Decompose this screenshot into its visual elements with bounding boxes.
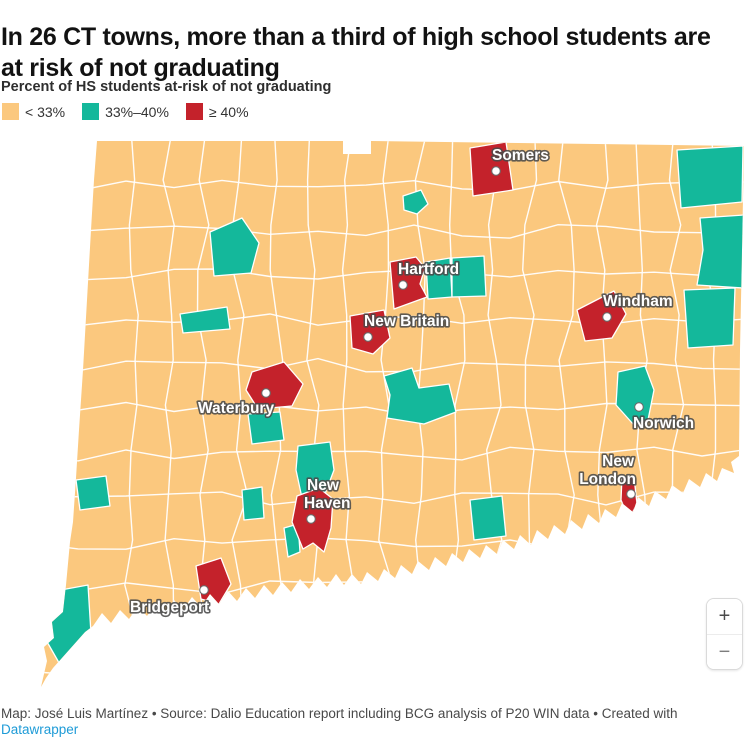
city-marker-norwich	[634, 402, 644, 412]
city-marker-new-haven	[306, 514, 316, 524]
town-clinton-area[interactable]	[469, 495, 507, 541]
city-label-somers: Somers	[492, 147, 549, 164]
town-norwich[interactable]	[615, 365, 655, 425]
city-marker-somers	[491, 166, 501, 176]
city-marker-bridgeport	[199, 585, 209, 595]
map-attribution: Map: José Luis Martínez • Source: Dalio …	[1, 706, 743, 738]
town-waterbury[interactable]	[245, 361, 304, 410]
map-zoom-controls: + −	[706, 598, 743, 670]
zoom-out-button[interactable]: −	[707, 634, 742, 669]
city-marker-hartford	[398, 280, 408, 290]
town-windham[interactable]	[576, 290, 627, 342]
city-marker-new-britain	[363, 332, 373, 342]
legend-item-mid: 33%–40%	[82, 103, 169, 120]
town-thompson[interactable]	[676, 145, 744, 209]
city-label-bridgeport: Bridgeport	[130, 599, 209, 616]
town-torrington[interactable]	[209, 217, 260, 277]
city-markers	[199, 166, 644, 595]
towns-33-40-pct[interactable]	[45, 145, 744, 669]
legend-label-high: ≥ 40%	[208, 103, 249, 120]
city-label-new-britain: New Britain	[364, 313, 449, 330]
town-danbury-area[interactable]	[75, 475, 111, 511]
town-naugatuck[interactable]	[247, 411, 285, 445]
credit-text: Map: José Luis Martínez • Source: Dalio …	[1, 706, 678, 721]
city-label-waterbury: Waterbury	[198, 400, 274, 417]
legend-label-mid: 33%–40%	[105, 103, 169, 120]
svg-text:London: London	[579, 471, 636, 488]
legend-title: Percent of HS students at-risk of not gr…	[1, 79, 332, 95]
svg-text:Haven: Haven	[304, 495, 351, 512]
legend-swatch-high	[185, 103, 203, 120]
town-bloomfield[interactable]	[402, 189, 429, 215]
legend-swatch-mid	[82, 103, 100, 120]
town-new-britain[interactable]	[349, 309, 391, 355]
town-hartford[interactable]	[389, 256, 428, 310]
highlighted-towns[interactable]	[45, 141, 744, 669]
town-killingly[interactable]	[696, 214, 744, 289]
zoom-in-button[interactable]: +	[707, 599, 742, 634]
town-meriden-middletown[interactable]	[383, 367, 457, 425]
legend-swatch-low	[2, 103, 19, 120]
town-somers[interactable]	[469, 141, 514, 197]
city-label-new-haven: New Haven	[302, 475, 352, 513]
svg-text:New: New	[307, 477, 340, 494]
datawrapper-link[interactable]: Datawrapper	[1, 721, 79, 737]
towns-above-40-pct[interactable]	[195, 141, 638, 605]
city-label-windham: Windham	[603, 293, 673, 310]
town-plainfield[interactable]	[683, 287, 736, 349]
city-label-hartford: Hartford	[398, 261, 459, 278]
legend: < 33% 33%–40% ≥ 40%	[2, 103, 249, 120]
legend-item-high: ≥ 40%	[185, 103, 249, 120]
city-labels: Somers Hartford New Britain Windham Wate…	[128, 145, 695, 617]
town-manchester[interactable]	[451, 255, 487, 298]
city-label-new-london: New London	[578, 451, 638, 489]
legend-label-low: < 33%	[25, 103, 66, 120]
town-litchfield-area[interactable]	[179, 306, 231, 334]
page-title: In 26 CT towns, more than a third of hig…	[1, 22, 711, 83]
legend-item-low: < 33%	[2, 103, 65, 120]
city-label-norwich: Norwich	[633, 415, 694, 432]
town-ansonia-derby[interactable]	[241, 486, 265, 521]
city-marker-waterbury	[261, 388, 271, 398]
city-marker-new-london	[626, 489, 636, 499]
city-marker-windham	[602, 312, 612, 322]
svg-text:New: New	[602, 453, 635, 470]
